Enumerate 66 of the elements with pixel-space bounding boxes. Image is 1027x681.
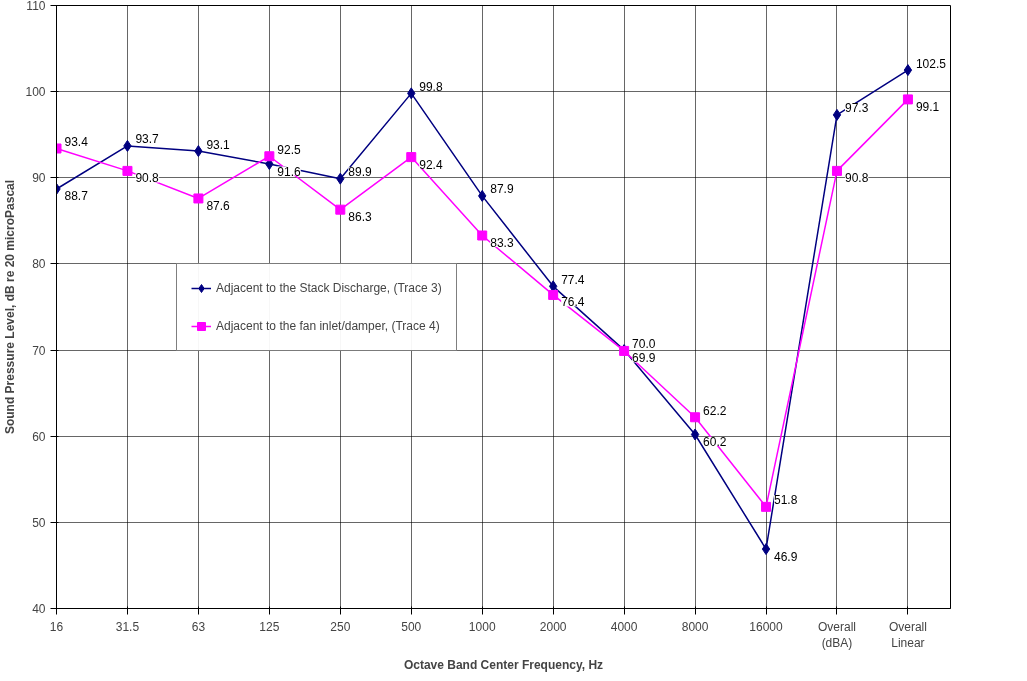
point bbox=[477, 230, 488, 241]
legend-label: Adjacent to the Stack Discharge, (Trace 3) bbox=[216, 280, 442, 295]
data-label: 76.4 bbox=[561, 295, 585, 310]
data-label: 70.0 bbox=[632, 336, 656, 351]
data-label: 92.5 bbox=[277, 142, 302, 157]
x-tick-label: 1000 bbox=[468, 619, 496, 634]
data-label: 93.1 bbox=[206, 137, 231, 152]
point bbox=[193, 193, 204, 204]
x-tick-label: 16000 bbox=[749, 619, 784, 634]
x-tick-label: 8000 bbox=[681, 619, 709, 634]
point bbox=[690, 428, 700, 441]
legend-label: Adjacent to the fan inlet/damper, (Trace 4) bbox=[216, 318, 440, 333]
point bbox=[690, 412, 701, 423]
x-tick-label: 125 bbox=[259, 619, 280, 634]
y-tick-label: 60 bbox=[32, 429, 46, 444]
data-label: 93.4 bbox=[64, 135, 89, 149]
x-tick-label: 16 bbox=[49, 619, 64, 634]
data-label: 83.3 bbox=[490, 236, 514, 250]
x-tick-label: 63 bbox=[191, 619, 206, 634]
point bbox=[548, 289, 559, 300]
point bbox=[335, 204, 346, 215]
y-tick-label: 50 bbox=[32, 515, 46, 530]
x-tick-label: Overall (dBA) bbox=[817, 619, 856, 651]
point bbox=[903, 64, 913, 77]
point bbox=[264, 151, 275, 162]
data-label: 90.8 bbox=[844, 171, 869, 186]
data-label: 93.7 bbox=[135, 132, 160, 147]
y-tick-label: 80 bbox=[32, 257, 46, 272]
data-label: 86.3 bbox=[348, 210, 372, 225]
y-tick-label: 100 bbox=[25, 85, 46, 100]
point bbox=[902, 94, 913, 105]
x-tick-label: 500 bbox=[401, 619, 422, 634]
x-axis-title: Octave Band Center Frequency, Hz bbox=[403, 658, 604, 673]
data-label: 90.8 bbox=[135, 171, 160, 186]
data-label: 99.8 bbox=[419, 79, 443, 94]
x-tick-label: Overall Linear bbox=[888, 619, 927, 651]
y-tick-label: 70 bbox=[32, 343, 46, 358]
point bbox=[122, 165, 133, 176]
x-tick-label: 4000 bbox=[610, 619, 638, 634]
data-label: 97.3 bbox=[844, 101, 869, 116]
x-tick-label: 2000 bbox=[539, 619, 567, 634]
data-label: 51.8 bbox=[774, 493, 798, 508]
y-tick-label: 110 bbox=[26, 0, 46, 13]
data-label: 89.9 bbox=[348, 165, 372, 180]
data-label: 62.2 bbox=[703, 403, 727, 418]
y-tick-label: 40 bbox=[32, 602, 46, 616]
data-label: 87.6 bbox=[206, 198, 231, 213]
data-label: 87.9 bbox=[490, 182, 514, 197]
data-label: 92.4 bbox=[419, 157, 443, 172]
data-label: 88.7 bbox=[64, 189, 89, 204]
point bbox=[761, 543, 771, 556]
y-tick-label: 90 bbox=[32, 171, 46, 186]
point bbox=[406, 152, 417, 163]
data-label: 46.9 bbox=[774, 549, 798, 564]
data-label: 69.9 bbox=[632, 351, 656, 366]
data-label: 99.1 bbox=[915, 99, 940, 114]
y-axis-title: Sound Pressure Level, dB re 20 microPascal bbox=[3, 179, 18, 435]
data-label: 60.2 bbox=[703, 434, 727, 449]
data-label: 77.4 bbox=[561, 272, 585, 287]
data-label: 91.6 bbox=[277, 164, 302, 179]
point bbox=[761, 501, 772, 512]
x-tick-label: 250 bbox=[330, 619, 351, 634]
x-tick-label: 31.5 bbox=[115, 619, 140, 634]
point bbox=[831, 165, 842, 176]
data-label: 102.5 bbox=[915, 56, 947, 71]
point bbox=[832, 108, 842, 121]
